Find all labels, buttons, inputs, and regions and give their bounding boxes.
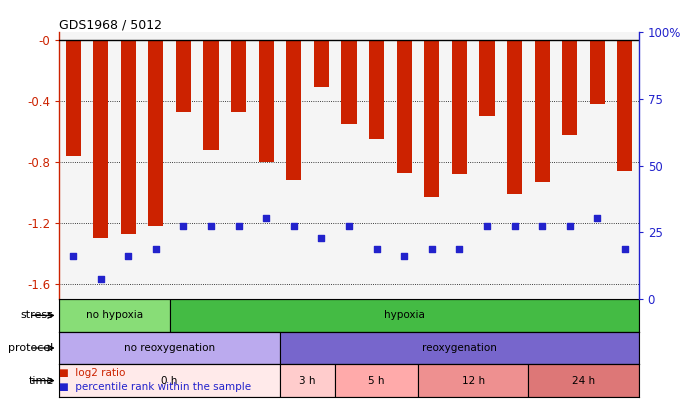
Bar bbox=[121, 40, 136, 234]
Bar bbox=[617, 40, 632, 171]
Point bbox=[288, 223, 299, 229]
Point bbox=[619, 245, 630, 252]
Text: no reoxygenation: no reoxygenation bbox=[124, 343, 215, 353]
Text: GDS1968 / 5012: GDS1968 / 5012 bbox=[59, 18, 163, 31]
Text: 12 h: 12 h bbox=[461, 375, 484, 386]
Text: ■  log2 ratio: ■ log2 ratio bbox=[59, 368, 126, 378]
Point bbox=[399, 253, 410, 260]
Text: 24 h: 24 h bbox=[572, 375, 595, 386]
Bar bbox=[280, 364, 335, 397]
Text: stress: stress bbox=[21, 310, 54, 320]
Point bbox=[150, 245, 161, 252]
Bar bbox=[176, 40, 191, 112]
Bar bbox=[314, 40, 329, 87]
Point bbox=[123, 253, 134, 260]
Point bbox=[371, 245, 383, 252]
Bar bbox=[535, 40, 550, 182]
Point bbox=[68, 253, 79, 260]
Point bbox=[205, 223, 216, 229]
Bar bbox=[204, 40, 218, 150]
Point bbox=[95, 276, 106, 283]
Text: time: time bbox=[29, 375, 54, 386]
Point bbox=[454, 245, 465, 252]
Text: 0 h: 0 h bbox=[161, 375, 178, 386]
Bar bbox=[452, 40, 467, 174]
Point bbox=[260, 215, 272, 222]
Bar bbox=[231, 40, 246, 112]
Bar bbox=[66, 40, 81, 156]
Text: protocol: protocol bbox=[8, 343, 54, 353]
Bar bbox=[93, 40, 108, 238]
Bar bbox=[480, 40, 494, 116]
Bar bbox=[148, 40, 163, 226]
Point bbox=[537, 223, 548, 229]
Bar bbox=[280, 332, 639, 364]
Bar bbox=[59, 332, 280, 364]
Bar bbox=[286, 40, 302, 180]
Bar bbox=[507, 40, 522, 194]
Text: ■  percentile rank within the sample: ■ percentile rank within the sample bbox=[59, 382, 251, 392]
Bar bbox=[369, 40, 384, 139]
Bar bbox=[59, 299, 170, 332]
Point bbox=[233, 223, 244, 229]
Bar bbox=[396, 40, 412, 173]
Bar bbox=[59, 364, 280, 397]
Text: 3 h: 3 h bbox=[299, 375, 316, 386]
Point bbox=[509, 223, 520, 229]
Bar bbox=[562, 40, 577, 134]
Bar bbox=[424, 40, 439, 197]
Bar bbox=[259, 40, 274, 162]
Point bbox=[592, 215, 603, 222]
Bar bbox=[418, 364, 528, 397]
Text: hypoxia: hypoxia bbox=[384, 310, 424, 320]
Point bbox=[343, 223, 355, 229]
Point bbox=[564, 223, 575, 229]
Point bbox=[315, 235, 327, 241]
Point bbox=[482, 223, 493, 229]
Bar bbox=[341, 40, 357, 124]
Point bbox=[178, 223, 189, 229]
Text: 5 h: 5 h bbox=[369, 375, 385, 386]
Bar bbox=[528, 364, 639, 397]
Text: no hypoxia: no hypoxia bbox=[86, 310, 143, 320]
Point bbox=[426, 245, 438, 252]
Text: reoxygenation: reoxygenation bbox=[422, 343, 497, 353]
Bar bbox=[170, 299, 639, 332]
Bar bbox=[335, 364, 418, 397]
Bar bbox=[590, 40, 605, 104]
